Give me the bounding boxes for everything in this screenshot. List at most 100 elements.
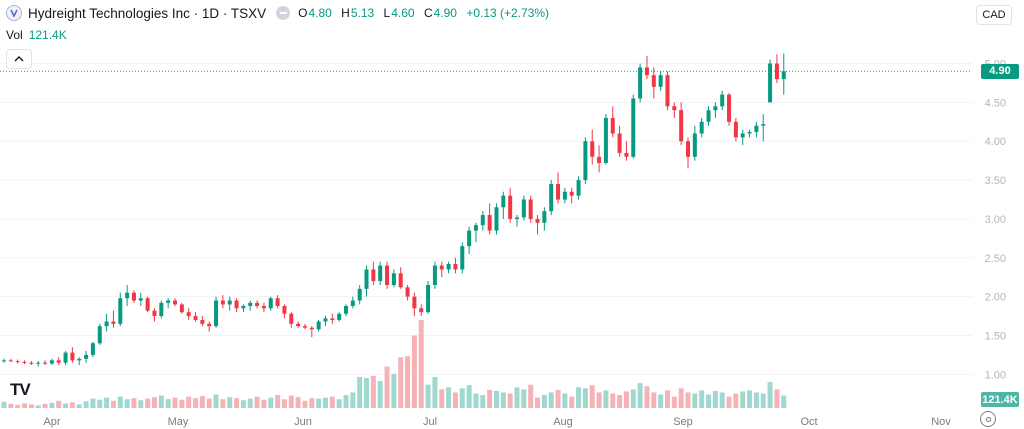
volume-bars [1,320,787,408]
time-tick-label: Sep [673,416,693,428]
volume-bar [685,392,691,408]
time-tick-label: Jun [294,416,312,428]
price-tick-label: 3.50 [985,175,1006,187]
ohlc-values: O4.80 H5.13 L4.60 C4.90 +0.13 (+2.73%) [298,6,555,20]
candle-body [104,321,109,327]
candle-body [706,110,711,122]
candle-body [740,133,745,138]
candle-body [309,327,314,330]
candle-body [720,94,725,107]
candle-body [378,265,383,282]
volume-bar [706,394,712,408]
volume-bar [781,395,787,408]
candle-body [624,152,629,157]
candle-body [220,300,225,305]
price-tick-label: 1.00 [985,369,1006,381]
volume-bar [104,397,110,408]
volume-bar [370,375,376,408]
volume-bar [186,396,192,408]
volume-legend: Vol 121.4K [6,28,67,42]
volume-bar [644,386,650,408]
tradingview-logo[interactable]: TV [10,380,31,399]
volume-bar [384,366,390,408]
volume-bar [56,400,62,408]
chevron-up-icon [14,56,24,62]
volume-bar [637,383,643,408]
candle-body [644,67,649,76]
volume-bar [220,399,226,408]
volume-bar [432,376,438,408]
currency-button[interactable]: CAD [976,5,1012,25]
symbol-title[interactable]: Hydreight Technologies Inc · 1D · TSXV [28,5,267,21]
volume-bar [699,390,705,408]
volume-label: Vol [6,28,23,42]
volume-bar [213,394,219,408]
candle-body [549,183,554,212]
candle-body [350,300,355,306]
time-tick-label: Apr [43,416,60,428]
volume-bar [69,402,75,408]
volume-bar [617,395,623,408]
candle-body [391,273,396,285]
hide-legend-icon[interactable] [276,6,291,20]
volume-bar [514,387,520,408]
candle-body [727,94,732,122]
candle-body [179,304,184,313]
candle-body [90,343,95,355]
symbol-logo-icon [6,5,22,21]
candle-body [22,361,27,363]
candle-body [453,264,458,270]
volume-bar [528,384,534,408]
volume-bar [138,400,144,408]
collapse-legend-button[interactable] [6,49,32,69]
candle-body [63,352,68,363]
volume-bar [1,401,7,408]
candle-body [49,360,54,364]
candle-body [515,217,519,219]
candle-body [638,67,643,99]
candle-body [248,302,253,306]
volume-bar [439,389,445,408]
candle-body [255,302,260,306]
volume-bar [179,399,185,408]
candle-body [159,302,164,317]
candle-body [111,321,116,324]
candle-body [576,180,581,196]
candle-body [36,362,41,364]
volume-bar [452,392,458,408]
volume-bar [199,396,205,408]
candle-body [385,265,390,285]
time-tick-label: Jul [423,416,437,428]
volume-bar [767,382,773,408]
low-label: L [383,6,391,20]
candle-body [186,312,191,317]
volume-bar [172,397,178,408]
time-tick-label: May [168,416,189,428]
volume-bar [302,400,308,408]
volume-bar [281,399,287,408]
volume-bar [124,399,130,408]
volume-bar [589,385,595,408]
volume-bar [357,376,363,408]
candle-body [432,265,437,285]
candle-body [556,183,561,200]
volume-bar [480,395,486,408]
volume-bar [740,391,746,408]
volume-bar [151,397,157,408]
candle-body [747,131,752,134]
settings-gear-icon[interactable] [980,411,996,427]
candle-body [761,124,766,126]
volume-bar [391,373,397,408]
candle-body [446,264,451,270]
volume-bar [712,390,718,408]
candle-body [227,300,232,305]
candle-body [713,106,718,111]
volume-bar [610,393,616,408]
close-label: C [423,6,433,20]
price-tick-label: 1.50 [985,330,1006,342]
chart-grid [0,63,972,375]
candle-body [330,318,335,320]
low-value: 4.60 [391,6,415,20]
candle-body [15,361,20,363]
